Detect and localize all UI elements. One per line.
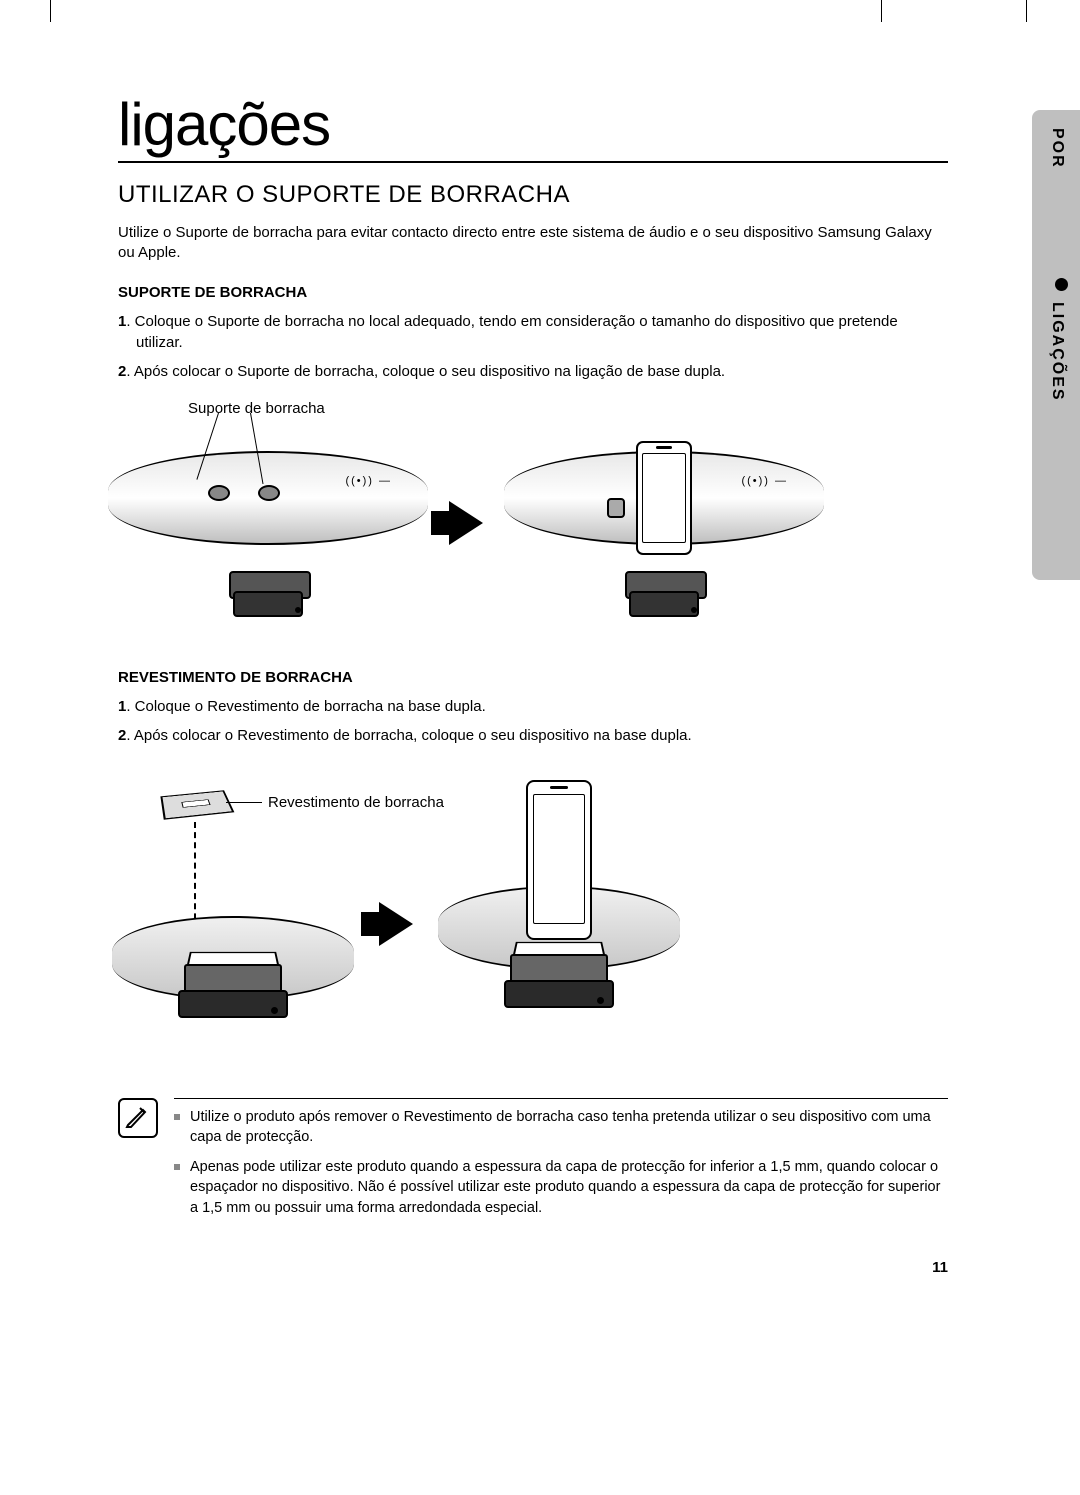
page-content: ligações UTILIZAR O SUPORTE DE BORRACHA … <box>118 90 948 1228</box>
step-text: . Após colocar o Revestimento de borrach… <box>126 727 691 744</box>
figure2-before: Revestimento de borracha <box>118 776 348 1036</box>
rubber-cover-icon <box>160 790 234 820</box>
note-item: Apenas pode utilizar este produto quando… <box>174 1157 948 1218</box>
figure2-label: Revestimento de borracha <box>268 794 444 811</box>
rubber-support-icon <box>607 498 625 518</box>
section2-step2: 2. Após colocar o Revestimento de borrac… <box>118 725 948 746</box>
section1-title: SUPORTE DE BORRACHA <box>118 284 948 301</box>
crop-mark <box>881 0 882 22</box>
figure1-label: Suporte de borracha <box>188 400 948 417</box>
lead-line <box>226 802 262 803</box>
section-tab: LIGAÇÕES <box>1048 302 1066 402</box>
arrow-right-icon <box>449 501 483 545</box>
language-tab: POR <box>1048 128 1066 169</box>
crop-mark <box>50 0 51 22</box>
phone-icon <box>526 780 592 940</box>
rubber-support-icon <box>258 485 280 501</box>
dock-base-icon <box>229 571 307 617</box>
rubber-support-icon <box>208 485 230 501</box>
crop-mark <box>1026 0 1027 22</box>
wifi-icon: ((•)) — <box>741 475 788 487</box>
figure1-after: ((•)) — <box>514 423 814 623</box>
notes-block: Utilize o produto após remover o Revesti… <box>118 1098 948 1228</box>
chapter-title: ligações <box>118 90 948 163</box>
intro-text: Utilize o Suporte de borracha para evita… <box>118 223 948 264</box>
phone-icon <box>636 441 692 555</box>
section2-step1: 1. Coloque o Revestimento de borracha na… <box>118 696 948 717</box>
dock-base-icon <box>625 571 703 617</box>
section1-step2: 2. Após colocar o Suporte de borracha, c… <box>118 361 948 382</box>
note-icon <box>118 1098 158 1138</box>
notes-list: Utilize o produto após remover o Revesti… <box>174 1098 948 1228</box>
step-text: . Após colocar o Suporte de borracha, co… <box>126 363 725 380</box>
arrow-right-icon <box>379 902 413 946</box>
section1-step1: 1. Coloque o Suporte de borracha no loca… <box>118 311 948 353</box>
page-number: 11 <box>932 1259 948 1276</box>
dock-base-icon <box>504 938 614 1008</box>
step-text: . Coloque o Revestimento de borracha na … <box>126 698 485 715</box>
page-heading: UTILIZAR O SUPORTE DE BORRACHA <box>118 181 948 209</box>
section2-title: REVESTIMENTO DE BORRACHA <box>118 669 948 686</box>
figure2-after <box>444 776 674 1036</box>
step-text: . Coloque o Suporte de borracha no local… <box>126 313 897 351</box>
arrow-container <box>436 501 496 545</box>
dock-base-icon <box>178 948 288 1018</box>
note-item: Utilize o produto após remover o Revesti… <box>174 1107 948 1148</box>
figure1-row: ((•)) — ((•)) — <box>118 423 948 623</box>
arrow-container <box>366 902 426 946</box>
figure1-before: ((•)) — <box>118 423 418 623</box>
wifi-icon: ((•)) — <box>345 475 392 487</box>
section-bullet-icon <box>1055 278 1068 291</box>
figure2-row: Revestimento de borracha <box>118 776 948 1036</box>
